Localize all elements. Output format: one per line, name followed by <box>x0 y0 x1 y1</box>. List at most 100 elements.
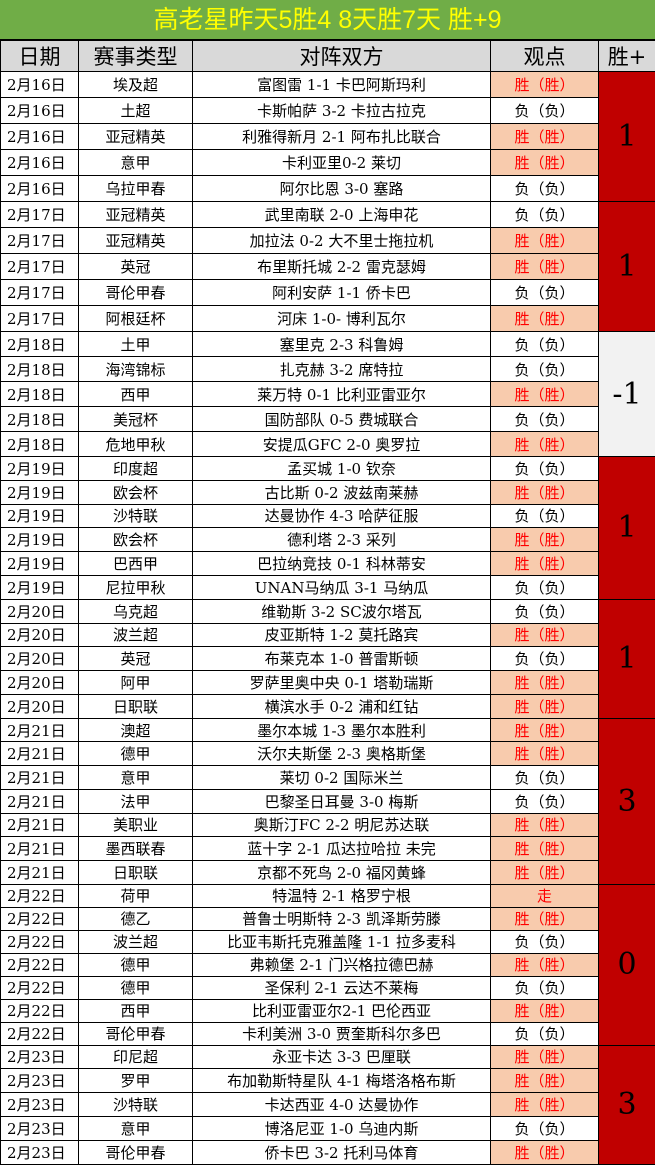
type-cell: 西甲 <box>79 999 193 1022</box>
view-cell: 胜（胜） <box>491 953 599 976</box>
view-cell: 胜（胜） <box>491 694 599 718</box>
match-cell: 圣保利 2-1 云达不莱梅 <box>193 976 491 999</box>
view-cell: 负（负） <box>491 976 599 999</box>
match-table: 日期 赛事类型 对阵双方 观点 胜+ 2月16日埃及超富图雷 1-1 卡巴阿斯玛… <box>0 40 655 1165</box>
view-cell: 胜（胜） <box>491 528 599 552</box>
date-cell: 2月23日 <box>1 1116 79 1140</box>
match-cell: 京都不死鸟 2-0 福冈黄蜂 <box>193 860 491 884</box>
match-cell: 皮亚斯特 1-2 莫托路宾 <box>193 623 491 647</box>
view-cell: 胜（胜） <box>491 124 599 150</box>
table-row: 2月22日哥伦甲春卡利美洲 3-0 贾奎斯科尔多巴负（负） <box>1 1022 655 1045</box>
date-cell: 2月22日 <box>1 976 79 999</box>
view-cell: 胜（胜） <box>491 999 599 1022</box>
view-cell: 负（负） <box>491 357 599 382</box>
table-row: 2月21日法甲巴黎圣日耳曼 3-0 梅斯负（负） <box>1 789 655 813</box>
table-row: 2月22日德乙普鲁士明斯特 2-3 凯泽斯劳滕胜（胜） <box>1 907 655 930</box>
type-cell: 亚冠精英 <box>79 202 193 228</box>
match-cell: 富图雷 1-1 卡巴阿斯玛利 <box>193 72 491 98</box>
match-cell: 维勒斯 3-2 SC波尔塔瓦 <box>193 599 491 623</box>
type-cell: 欧会杯 <box>79 480 193 504</box>
view-cell: 负（负） <box>491 332 599 357</box>
date-cell: 2月22日 <box>1 1022 79 1045</box>
date-cell: 2月17日 <box>1 280 79 306</box>
match-cell: 莱切 0-2 国际米兰 <box>193 766 491 790</box>
match-cell: 巴黎圣日耳曼 3-0 梅斯 <box>193 789 491 813</box>
date-cell: 2月22日 <box>1 999 79 1022</box>
table-row: 2月21日德甲沃尔夫斯堡 2-3 奥格斯堡胜（胜） <box>1 742 655 766</box>
date-cell: 2月23日 <box>1 1140 79 1164</box>
date-cell: 2月23日 <box>1 1069 79 1093</box>
type-cell: 意甲 <box>79 766 193 790</box>
type-cell: 德甲 <box>79 742 193 766</box>
match-cell: 布加勒斯特星队 4-1 梅塔洛格布斯 <box>193 1069 491 1093</box>
table-row: 2月17日英冠布里斯托城 2-2 雷克瑟姆胜（胜） <box>1 254 655 280</box>
match-cell: 武里南联 2-0 上海申花 <box>193 202 491 228</box>
match-cell: 沃尔夫斯堡 2-3 奥格斯堡 <box>193 742 491 766</box>
type-cell: 欧会杯 <box>79 528 193 552</box>
date-cell: 2月18日 <box>1 357 79 382</box>
type-cell: 日职联 <box>79 860 193 884</box>
match-cell: 奥斯汀FC 2-2 明尼苏达联 <box>193 813 491 837</box>
date-cell: 2月17日 <box>1 254 79 280</box>
view-cell: 负（负） <box>491 176 599 202</box>
date-cell: 2月21日 <box>1 789 79 813</box>
table-row: 2月17日阿根廷杯河床 1-0- 博利瓦尔胜（胜） <box>1 306 655 332</box>
match-cell: 蓝十字 2-1 瓜达拉哈拉 未完 <box>193 837 491 861</box>
match-cell: 孟买城 1-0 钦奈 <box>193 457 491 481</box>
match-cell: 卡达西亚 4-0 达曼协作 <box>193 1093 491 1117</box>
type-cell: 澳超 <box>79 718 193 742</box>
date-cell: 2月21日 <box>1 860 79 884</box>
view-cell: 负（负） <box>491 457 599 481</box>
view-cell: 走 <box>491 884 599 907</box>
table-row: 2月22日德甲弗赖堡 2-1 门兴格拉德巴赫胜（胜） <box>1 953 655 976</box>
table-row: 2月22日德甲圣保利 2-1 云达不莱梅负（负） <box>1 976 655 999</box>
date-cell: 2月19日 <box>1 528 79 552</box>
table-row: 2月17日哥伦甲春阿利安萨 1-1 侨卡巴负（负） <box>1 280 655 306</box>
view-cell: 胜（胜） <box>491 480 599 504</box>
type-cell: 德乙 <box>79 907 193 930</box>
match-cell: 比利亚雷亚尔2-1 巴伦西亚 <box>193 999 491 1022</box>
table-row: 2月21日意甲莱切 0-2 国际米兰负（负） <box>1 766 655 790</box>
date-cell: 2月20日 <box>1 599 79 623</box>
type-cell: 德甲 <box>79 976 193 999</box>
type-cell: 亚冠精英 <box>79 124 193 150</box>
view-cell: 胜（胜） <box>491 907 599 930</box>
view-cell: 负（负） <box>491 280 599 306</box>
view-cell: 负（负） <box>491 930 599 953</box>
type-cell: 波兰超 <box>79 623 193 647</box>
view-cell: 负（负） <box>491 766 599 790</box>
header-score: 胜+ <box>599 41 655 72</box>
table-row: 2月17日亚冠精英加拉法 0-2 大不里士拖拉机胜（胜） <box>1 228 655 254</box>
date-cell: 2月16日 <box>1 150 79 176</box>
view-cell: 负（负） <box>491 599 599 623</box>
header-match: 对阵双方 <box>193 41 491 72</box>
date-cell: 2月17日 <box>1 306 79 332</box>
date-cell: 2月23日 <box>1 1093 79 1117</box>
date-cell: 2月22日 <box>1 907 79 930</box>
match-cell: 阿尔比恩 3-0 塞路 <box>193 176 491 202</box>
view-cell: 胜（胜） <box>491 837 599 861</box>
table-row: 2月16日亚冠精英利雅得新月 2-1 阿布扎比联合胜（胜） <box>1 124 655 150</box>
view-cell: 胜（胜） <box>491 623 599 647</box>
match-cell: UNAN马纳瓜 3-1 马纳瓜 <box>193 575 491 599</box>
view-cell: 胜（胜） <box>491 671 599 695</box>
match-cell: 布莱克本 1-0 普雷斯顿 <box>193 647 491 671</box>
type-cell: 乌克超 <box>79 599 193 623</box>
table-row: 2月22日西甲比利亚雷亚尔2-1 巴伦西亚胜（胜） <box>1 999 655 1022</box>
view-cell: 负（负） <box>491 1116 599 1140</box>
table-row: 2月16日埃及超富图雷 1-1 卡巴阿斯玛利胜（胜）1 <box>1 72 655 98</box>
view-cell: 胜（胜） <box>491 150 599 176</box>
match-cell: 国防部队 0-5 费城联合 <box>193 407 491 432</box>
match-cell: 侨卡巴 3-2 托利马体育 <box>193 1140 491 1164</box>
table-row: 2月21日美职业奥斯汀FC 2-2 明尼苏达联胜（胜） <box>1 813 655 837</box>
match-cell: 弗赖堡 2-1 门兴格拉德巴赫 <box>193 953 491 976</box>
view-cell: 胜（胜） <box>491 1069 599 1093</box>
table-row: 2月19日印度超孟买城 1-0 钦奈负（负）1 <box>1 457 655 481</box>
date-cell: 2月19日 <box>1 480 79 504</box>
match-cell: 普鲁士明斯特 2-3 凯泽斯劳滕 <box>193 907 491 930</box>
match-cell: 安提瓜GFC 2-0 奥罗拉 <box>193 432 491 457</box>
date-cell: 2月16日 <box>1 98 79 124</box>
view-cell: 胜（胜） <box>491 1140 599 1164</box>
date-cell: 2月19日 <box>1 575 79 599</box>
